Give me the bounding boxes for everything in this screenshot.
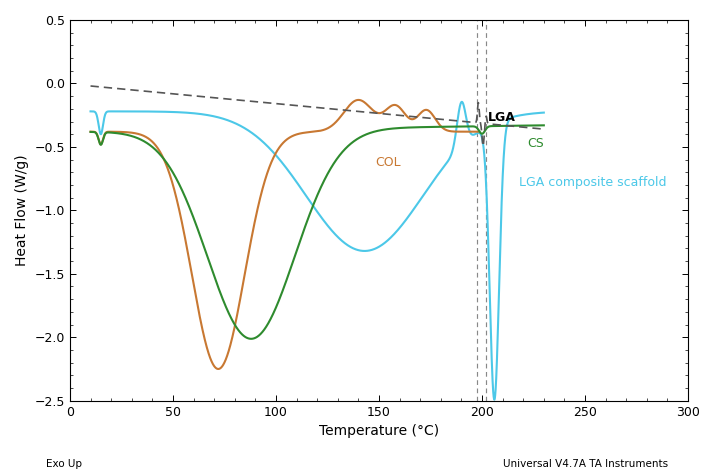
Y-axis label: Heat Flow (W/g): Heat Flow (W/g) [15, 154, 29, 266]
X-axis label: Temperature (°C): Temperature (°C) [319, 424, 439, 438]
Text: LGA: LGA [488, 111, 516, 124]
Text: CS: CS [528, 136, 544, 150]
Text: Universal V4.7A TA Instruments: Universal V4.7A TA Instruments [503, 459, 669, 469]
Text: LGA composite scaffold: LGA composite scaffold [519, 176, 666, 189]
Text: COL: COL [375, 156, 400, 169]
Text: Exo Up: Exo Up [46, 459, 82, 469]
